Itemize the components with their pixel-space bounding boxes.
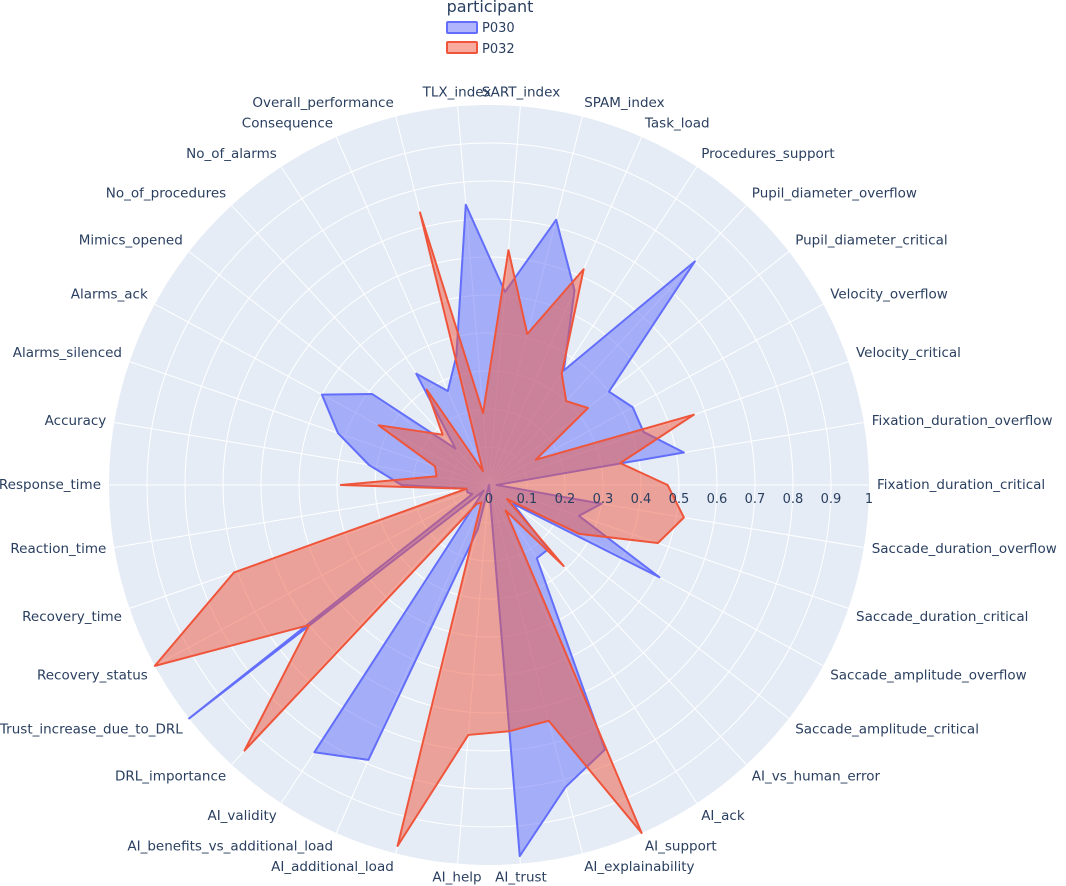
category-label: Response_time bbox=[0, 477, 101, 493]
category-label: Mimics_opened bbox=[79, 233, 183, 249]
category-label: AI_help bbox=[432, 870, 481, 886]
radial-tick-label: 0.3 bbox=[593, 492, 614, 507]
category-label: Accuracy bbox=[45, 413, 107, 429]
legend-title: participant bbox=[447, 0, 534, 16]
category-label: Alarms_silenced bbox=[13, 345, 122, 361]
category-label: Recovery_status bbox=[37, 668, 148, 684]
radial-tick-label: 0.4 bbox=[631, 492, 652, 507]
category-label: DRL_importance bbox=[115, 769, 226, 785]
legend-swatch-p032 bbox=[446, 41, 478, 54]
category-label: Velocity_critical bbox=[856, 345, 961, 361]
category-label: Task_load bbox=[644, 116, 710, 132]
category-label: Saccade_duration_overflow bbox=[872, 541, 1057, 557]
category-label: No_of_procedures bbox=[106, 186, 226, 202]
radial-tick-label: 0.2 bbox=[555, 492, 576, 507]
category-label: SART_index bbox=[482, 84, 560, 100]
angular-gridline bbox=[114, 484, 490, 549]
category-label: No_of_alarms bbox=[186, 146, 277, 162]
category-label: AI_benefits_vs_additional_load bbox=[127, 838, 333, 854]
legend-label-p032: P032 bbox=[482, 42, 515, 57]
category-label: AI_ack bbox=[701, 808, 745, 824]
legend-swatch-p030 bbox=[446, 21, 478, 34]
category-label: AI_additional_load bbox=[271, 859, 394, 875]
category-label: Saccade_amplitude_critical bbox=[795, 721, 979, 737]
category-label: Velocity_overflow bbox=[830, 286, 948, 302]
radial-tick-label: 0.6 bbox=[707, 492, 728, 507]
category-label: SPAM_index bbox=[584, 95, 664, 111]
category-label: TLX_index bbox=[422, 84, 492, 100]
category-label: AI_trust bbox=[495, 870, 547, 886]
category-label: Overall_performance bbox=[252, 95, 393, 111]
radial-tick-label: 1 bbox=[865, 492, 873, 507]
category-label: Pupil_diameter_overflow bbox=[752, 186, 917, 202]
radial-tick-label: 0 bbox=[485, 492, 493, 507]
radial-tick-label: 0.7 bbox=[745, 492, 766, 507]
legend-item-p032[interactable]: P032 bbox=[446, 41, 515, 57]
category-label: Recovery_time bbox=[22, 609, 122, 625]
category-label: AI_support bbox=[645, 838, 717, 854]
polar-plot: 0 0.1 0.2 0.3 0.4 0.5 0.6 0.7 0.8 0.9 1 Fixation_du… bbox=[0, 84, 1057, 885]
category-label: AI_vs_human_error bbox=[752, 769, 881, 785]
category-label: AI_explainability bbox=[584, 859, 694, 875]
category-label: Reaction_time bbox=[10, 541, 106, 557]
legend-item-p030[interactable]: P030 bbox=[446, 21, 515, 36]
radial-tick-label: 0.5 bbox=[669, 492, 690, 507]
radial-tick-label: 0.8 bbox=[783, 492, 804, 507]
category-label: Procedures_support bbox=[701, 146, 834, 162]
category-label: AI_validity bbox=[207, 808, 276, 824]
category-label: Fixation_duration_critical bbox=[877, 477, 1045, 493]
category-label: Saccade_duration_critical bbox=[856, 609, 1028, 625]
angular-gridline bbox=[488, 484, 790, 719]
legend: participant P030 P032 bbox=[446, 0, 534, 57]
radial-tick-label: 0.9 bbox=[821, 492, 842, 507]
radial-tick-label: 0.1 bbox=[517, 492, 538, 507]
category-label: Consequence bbox=[242, 116, 333, 132]
category-label: Trust_increase_due_to_DRL bbox=[0, 721, 183, 737]
category-label: Saccade_amplitude_overflow bbox=[830, 668, 1026, 684]
legend-label-p030: P030 bbox=[482, 21, 515, 36]
category-label: Fixation_duration_overflow bbox=[872, 413, 1053, 429]
category-label: Alarms_ack bbox=[71, 286, 148, 302]
series-area-p032 bbox=[153, 211, 695, 847]
category-label: Pupil_diameter_critical bbox=[795, 233, 947, 249]
